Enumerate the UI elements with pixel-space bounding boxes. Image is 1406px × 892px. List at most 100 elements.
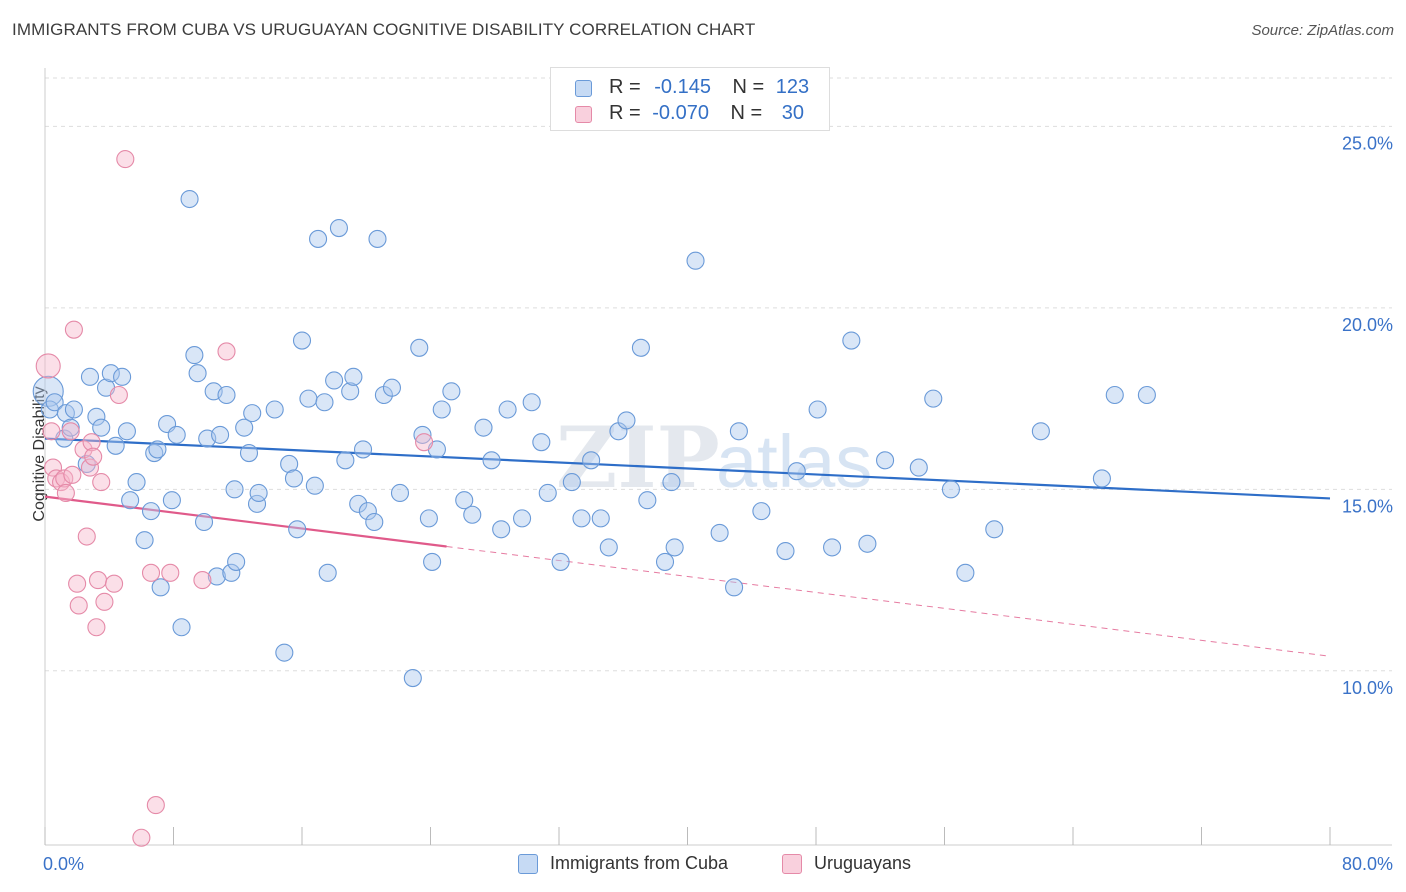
uruguayans-point <box>109 385 128 405</box>
cuba-point <box>275 643 294 662</box>
uruguayans-point <box>141 563 161 582</box>
cuba-point <box>135 531 154 550</box>
x-tick-label: 80.0% <box>1342 854 1393 874</box>
n-label: N = <box>730 102 763 124</box>
cuba-point <box>151 578 170 597</box>
cuba-point <box>77 454 96 473</box>
x-tick-label: 0.0% <box>43 854 84 874</box>
cuba-point <box>92 418 111 437</box>
uruguayans-point <box>52 473 71 492</box>
cuba-point <box>482 451 501 470</box>
cuba-point <box>207 567 226 586</box>
cuba-point <box>876 451 895 470</box>
cuba-point <box>823 538 842 557</box>
cuba-point <box>924 389 943 408</box>
cuba-point <box>141 502 161 521</box>
r-label: R = <box>609 102 641 124</box>
cuba-point <box>32 375 64 407</box>
uruguayans-point <box>92 473 111 492</box>
r-value-uruguayans: -0.070 <box>652 102 709 124</box>
uruguayans-point <box>68 574 87 593</box>
cuba-point <box>353 440 373 459</box>
cuba-point <box>941 480 960 499</box>
cuba-point <box>80 367 100 386</box>
cuba-point <box>442 382 461 401</box>
cuba-point <box>315 393 334 412</box>
cuba-point <box>787 462 806 481</box>
cuba-point <box>729 422 748 441</box>
cuba-point <box>956 563 975 582</box>
cuba-point <box>776 541 795 561</box>
cuba-point <box>492 520 511 539</box>
cuba-point <box>162 491 181 510</box>
cuba-point <box>686 251 705 270</box>
cuba-point <box>655 552 675 571</box>
cuba-point <box>638 491 657 510</box>
cuba-swatch <box>575 80 592 97</box>
y-tick-label: 15.0% <box>1342 496 1393 516</box>
cuba-point <box>522 393 541 412</box>
uruguayans-point <box>116 150 135 169</box>
cuba-point <box>341 382 360 401</box>
cuba-point <box>413 425 432 444</box>
cuba-point <box>329 219 348 238</box>
n-label: N = <box>732 76 765 98</box>
uruguayans-point <box>146 796 165 815</box>
cuba-point <box>113 367 132 386</box>
cuba-point <box>344 367 363 386</box>
r-value-cuba: -0.145 <box>654 76 711 98</box>
cuba-point <box>145 444 164 463</box>
cuba-point <box>336 451 355 470</box>
cuba-point <box>710 523 729 542</box>
cuba-point <box>194 512 214 532</box>
cuba-point <box>808 400 827 419</box>
uruguayans-point <box>217 342 236 361</box>
n-value-cuba: 123 <box>775 76 810 98</box>
cuba-point <box>172 618 191 637</box>
cuba-point <box>265 400 284 419</box>
uruguayans-point <box>69 596 88 615</box>
cuba-point <box>368 229 387 248</box>
uruguayans-trend-line-extension <box>446 546 1331 657</box>
cuba-point <box>325 371 344 390</box>
cuba-point <box>474 418 493 437</box>
series-legend: Immigrants from Cuba Uruguayans <box>0 852 1406 878</box>
uruguayans-swatch <box>782 854 802 874</box>
cuba-point <box>390 483 410 503</box>
cuba-point <box>222 563 241 582</box>
cuba-point <box>498 400 517 419</box>
cuba-point <box>365 512 384 532</box>
stats-legend: R = -0.145 N = 123 R = -0.070 N = 30 <box>550 67 830 131</box>
cuba-point <box>909 458 928 477</box>
y-tick-label: 20.0% <box>1342 315 1393 335</box>
uruguayans-point <box>415 433 434 452</box>
cuba-point <box>101 364 120 383</box>
cuba-point <box>225 480 244 499</box>
cuba-point <box>305 476 324 495</box>
cuba-point <box>64 400 83 419</box>
r-label: R = <box>609 76 641 98</box>
watermark: ZIP atlas <box>556 408 872 507</box>
cuba-point <box>106 436 125 455</box>
cuba-point <box>591 509 610 528</box>
cuba-point <box>235 418 254 437</box>
cuba-point <box>148 440 167 459</box>
cuba-point <box>551 552 570 571</box>
cuba-point <box>463 505 482 524</box>
cuba-point <box>1092 469 1111 488</box>
cuba-point <box>292 331 312 350</box>
cuba-point <box>599 538 618 557</box>
cuba-point <box>842 331 861 350</box>
cuba-point <box>1031 422 1050 441</box>
uruguayans-point <box>63 465 82 484</box>
cuba-point <box>532 433 551 452</box>
uruguayans-point <box>161 563 180 582</box>
cuba-point <box>1137 385 1156 405</box>
uruguayans-point <box>82 433 101 452</box>
cuba-point <box>280 454 299 473</box>
cuba-trend-line <box>44 437 1331 500</box>
y-tick-label: 10.0% <box>1342 678 1393 698</box>
uruguayans-point <box>42 422 61 441</box>
uruguayans-point <box>80 458 100 477</box>
